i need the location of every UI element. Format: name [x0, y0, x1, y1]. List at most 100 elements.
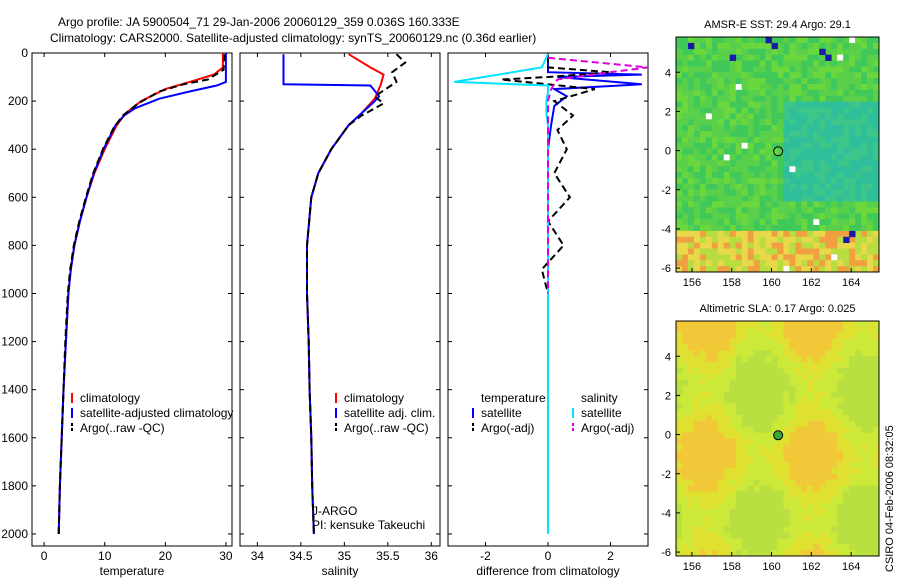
sla-cell [819, 538, 826, 545]
sst-cell [849, 107, 856, 114]
sla-cell [735, 532, 743, 539]
sst-cell [813, 236, 820, 244]
sla-cell [855, 497, 862, 504]
sla-cell [681, 485, 689, 492]
sst-cell [801, 195, 808, 202]
sla-cell [753, 409, 760, 416]
sst-cell [753, 78, 760, 85]
sst-cell [819, 236, 826, 244]
sla-heatmap-cells [676, 321, 880, 557]
sla-cell [681, 397, 689, 404]
sst-cell [867, 125, 874, 132]
sla-cell [699, 456, 707, 463]
sst-cell [861, 242, 868, 249]
sla-cell [735, 479, 743, 486]
sla-cell [873, 420, 880, 428]
sst-cell [825, 254, 832, 261]
sst-cell [873, 131, 880, 138]
sla-cell [783, 509, 790, 516]
sst-cell [699, 236, 707, 244]
sst-cell [843, 48, 850, 56]
sst-cell [699, 42, 707, 50]
sla-cell [729, 509, 737, 516]
sla-cell [807, 526, 814, 533]
sst-cold-cell [825, 54, 832, 61]
sst-cell [735, 172, 743, 179]
sst-cell [855, 42, 862, 50]
sst-cell [837, 201, 844, 208]
sst-cell [759, 136, 766, 144]
sst-cell [735, 95, 743, 103]
sst-cell [765, 54, 772, 61]
sst-cell [783, 207, 790, 214]
sla-cell [747, 426, 755, 434]
sla-cell [717, 432, 725, 439]
sst-cell [801, 219, 808, 226]
sst-cell [717, 101, 725, 108]
sst-cell [765, 42, 772, 50]
sla-cell [676, 321, 683, 328]
sst-cell [861, 178, 868, 185]
sla-cell [849, 473, 856, 481]
sst-cell [855, 207, 862, 214]
sst-cell [867, 201, 874, 208]
sst-cell [867, 178, 874, 185]
sst-cell [807, 230, 814, 238]
sst-cell [783, 131, 790, 138]
sst-cell [687, 95, 695, 103]
sst-cell [873, 254, 880, 261]
sst-cell [759, 89, 766, 97]
sla-cell [873, 356, 880, 363]
sst-cell [831, 84, 838, 91]
sla-cell [747, 356, 755, 363]
sla-cell [801, 526, 808, 533]
sla-cell [759, 467, 766, 475]
sst-cell [837, 236, 844, 244]
sst-cell [741, 54, 749, 61]
sla-cell [825, 538, 832, 545]
sst-cell [795, 101, 802, 108]
sst-cell [729, 260, 737, 267]
sla-cell [801, 379, 808, 387]
sla-cell [801, 350, 808, 357]
sst-cell [687, 166, 695, 173]
sla-cell [693, 462, 701, 469]
sla-cell [747, 420, 755, 428]
sst-cell [777, 60, 784, 67]
sst-cell [831, 119, 838, 126]
sla-cell [717, 326, 725, 334]
sst-cell [837, 142, 844, 150]
sst-cell [867, 266, 874, 273]
sst-cell [693, 131, 701, 138]
sst-cell [801, 154, 808, 161]
sst-xtick-label: 162 [802, 277, 820, 289]
sla-cell [705, 338, 713, 345]
sst-cell [795, 266, 802, 273]
sst-cell [837, 54, 844, 61]
sst-cell [765, 48, 772, 56]
sla-cell [783, 432, 790, 439]
sst-cell [783, 160, 790, 167]
sst-cell [783, 242, 790, 249]
sla-cell [765, 526, 772, 533]
sla-cell [867, 462, 874, 469]
sst-cell [711, 113, 719, 120]
sla-cell [843, 432, 850, 439]
sst-cell [723, 148, 731, 155]
sst-cell [837, 166, 844, 173]
sst-cell [753, 230, 760, 238]
sla-cell [747, 520, 755, 528]
sla-cell [771, 497, 778, 504]
sst-cell [825, 142, 832, 150]
sst-cell [867, 60, 874, 67]
sla-cell [717, 538, 725, 545]
sla-cell [771, 485, 778, 492]
sla-cell [681, 350, 689, 357]
sst-cell [771, 242, 778, 249]
sst-cell [861, 154, 868, 161]
sst-cell [771, 166, 778, 173]
sla-cell [741, 426, 749, 434]
sst-cell [747, 54, 755, 61]
sla-cell [789, 368, 796, 375]
sla-cell [753, 550, 760, 557]
